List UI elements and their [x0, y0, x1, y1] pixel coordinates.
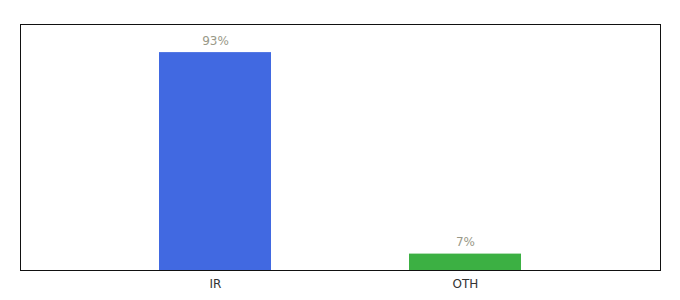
svg-text:OTH: OTH [453, 277, 479, 291]
svg-text:7%: 7% [456, 235, 475, 249]
svg-text:IR: IR [210, 277, 222, 291]
svg-text:93%: 93% [202, 34, 229, 48]
